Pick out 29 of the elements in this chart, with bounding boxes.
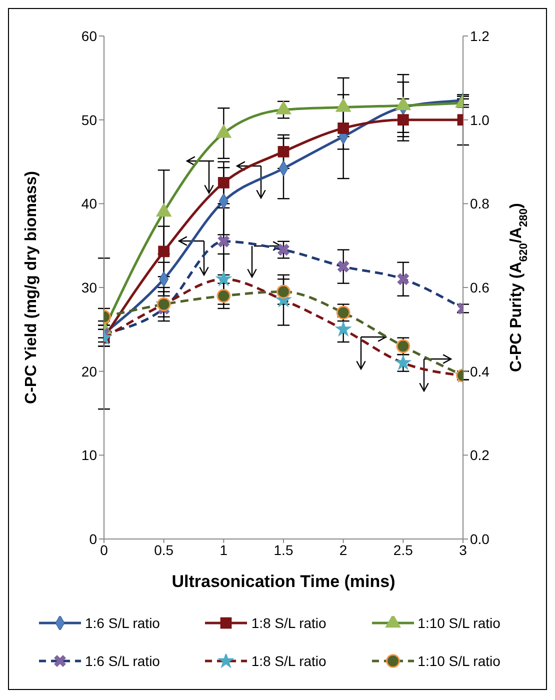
legend-label: 1:6 S/L ratio — [85, 615, 160, 631]
y-tick-label: 30 — [81, 279, 98, 296]
x-tick-label: 1.5 — [274, 542, 294, 558]
y2-tick-label: 0.0 — [470, 530, 490, 547]
x-axis-title: Ultrasonication Time (mins) — [172, 572, 396, 591]
y-tick-label: 10 — [81, 447, 98, 464]
x-tick-label: 2.5 — [393, 542, 414, 558]
legend-label: 1:8 S/L ratio — [251, 615, 326, 631]
y2-tick-label: 0.4 — [470, 363, 490, 380]
y2-tick-label: 0.8 — [470, 196, 490, 212]
x-tick-label: 0.5 — [154, 542, 174, 558]
legend-label: 1:10 S/L ratio — [418, 653, 500, 669]
y2-tick-label: 0.2 — [470, 447, 490, 464]
legend-label: 1:8 S/L ratio — [251, 653, 326, 669]
y-axis-title: C-PC Yield (mg/g dry biomass) — [23, 171, 40, 404]
legend-label: 1:10 S/L ratio — [418, 615, 500, 631]
x-tick-label: 3 — [459, 542, 468, 558]
y-tick-label: 20 — [81, 363, 98, 380]
y-tick-label: 50 — [81, 112, 98, 128]
y-tick-label: 40 — [81, 196, 98, 212]
y2-tick-label: 1.2 — [470, 28, 490, 44]
x-tick-label: 1 — [220, 542, 228, 558]
x-tick-label: 0 — [100, 542, 108, 558]
legend-label: 1:6 S/L ratio — [85, 653, 160, 669]
y-tick-label: 0 — [89, 530, 98, 547]
y2-tick-label: 0.6 — [470, 279, 490, 296]
x-tick-label: 2 — [339, 542, 348, 558]
y-tick-label: 60 — [81, 28, 98, 44]
y2-tick-label: 1.0 — [470, 112, 490, 128]
